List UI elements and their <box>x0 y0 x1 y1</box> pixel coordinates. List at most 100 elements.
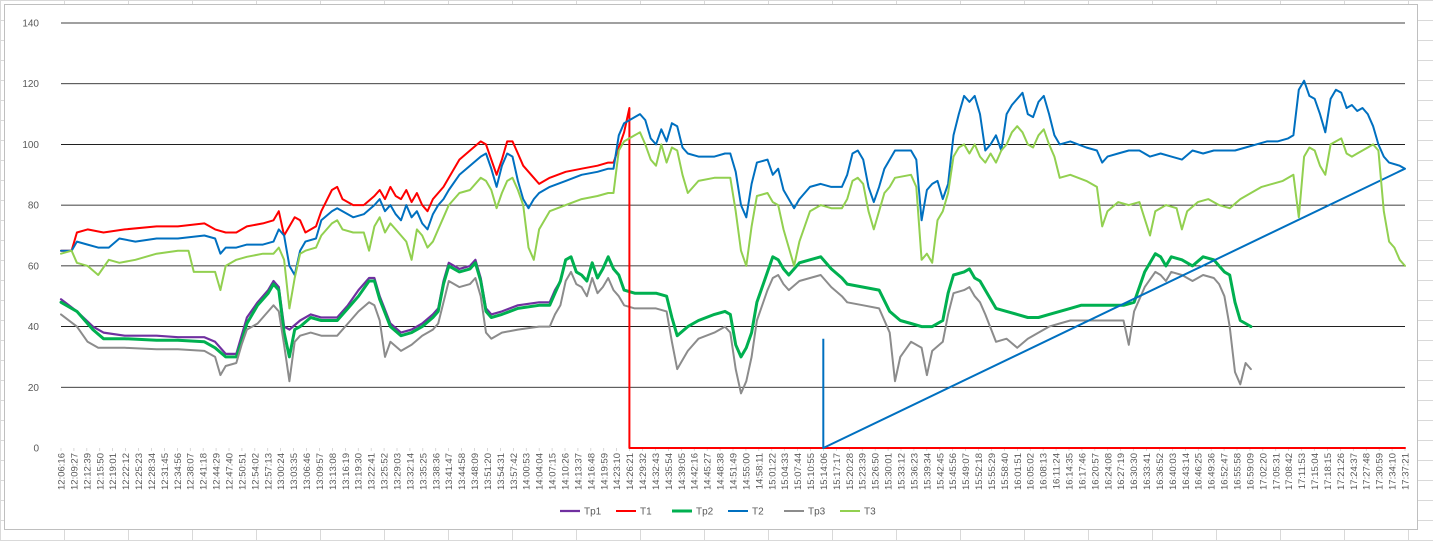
series-line-t1 <box>60 107 1406 449</box>
x-tick-label: 13:19:30 <box>354 453 365 490</box>
x-tick-label: 14:29:32 <box>638 453 649 490</box>
x-tick-label: 17:24:37 <box>1349 453 1360 490</box>
x-tick-label: 17:34:10 <box>1388 453 1399 490</box>
series-line-tp3 <box>60 270 1252 395</box>
x-tick-label: 17:21:26 <box>1336 453 1347 490</box>
x-tick-label: 16:33:41 <box>1142 453 1153 490</box>
chart-area[interactable]: 0 20 40 60 80 100 120 140 12:06:16 12:09:27 12:12… <box>4 4 1418 530</box>
y-tick-label: 60 <box>28 261 40 272</box>
y-tick-label: 140 <box>22 19 39 30</box>
x-tick-label: 12:44:29 <box>212 453 223 490</box>
x-tick-label: 14:23:10 <box>612 453 623 490</box>
legend-label-t1[interactable]: T1 <box>640 507 652 518</box>
x-tick-label: 16:55:58 <box>1233 453 1244 490</box>
x-tick-label: 14:04:04 <box>535 453 546 490</box>
x-tick-label: 12:50:51 <box>237 453 248 490</box>
x-tick-label: 15:17:17 <box>832 453 843 490</box>
x-tick-label: 15:36:23 <box>909 453 920 490</box>
y-tick-label: 20 <box>28 383 40 394</box>
x-tick-label: 17:37:21 <box>1401 453 1412 490</box>
x-tick-label: 14:19:59 <box>599 453 610 490</box>
x-tick-label: 16:36:52 <box>1155 453 1166 490</box>
x-tick-label: 12:57:13 <box>263 453 274 490</box>
x-tick-label: 13:29:03 <box>393 453 404 490</box>
x-tick-label: 13:57:42 <box>509 453 520 490</box>
x-tick-label: 13:35:25 <box>418 453 429 490</box>
x-tick-label: 15:26:50 <box>871 453 882 490</box>
x-tick-label: 14:55:00 <box>741 453 752 490</box>
x-tick-label: 14:32:43 <box>651 453 662 490</box>
x-tick-label: 13:25:52 <box>380 453 391 490</box>
x-tick-label: 14:42:16 <box>690 453 701 490</box>
y-axis-ticks: 0 20 40 60 80 100 120 140 <box>22 19 39 455</box>
x-tick-label: 12:54:02 <box>250 453 261 490</box>
x-tick-label: 15:07:44 <box>793 453 804 490</box>
x-tick-label: 14:51:49 <box>729 453 740 490</box>
legend-label-t2[interactable]: T2 <box>752 507 764 518</box>
x-tick-label: 14:45:27 <box>703 453 714 490</box>
x-tick-label: 14:10:26 <box>561 453 572 490</box>
x-tick-label: 17:15:04 <box>1310 453 1321 490</box>
x-tick-label: 12:41:18 <box>199 453 210 490</box>
x-tick-label: 15:33:12 <box>897 453 908 490</box>
x-tick-label: 16:40:03 <box>1168 453 1179 490</box>
legend-label-t3[interactable]: T3 <box>864 507 876 518</box>
x-tick-label: 13:00:24 <box>276 453 287 490</box>
legend: Tp1 T1 Tp2 T2 Tp3 T3 <box>560 507 876 518</box>
x-tick-label: 12:31:45 <box>160 453 171 490</box>
x-tick-label: 14:13:37 <box>573 453 584 490</box>
x-tick-label: 12:38:07 <box>186 453 197 490</box>
x-tick-label: 17:27:48 <box>1362 453 1373 490</box>
x-tick-label: 13:48:09 <box>470 453 481 490</box>
x-tick-label: 15:45:56 <box>948 453 959 490</box>
x-tick-label: 13:44:58 <box>457 453 468 490</box>
x-tick-label: 14:39:05 <box>677 453 688 490</box>
x-tick-label: 15:14:06 <box>819 453 830 490</box>
legend-label-tp1[interactable]: Tp1 <box>584 507 602 518</box>
y-tick-label: 100 <box>22 140 39 151</box>
x-tick-label: 15:42:45 <box>935 453 946 490</box>
x-tick-label: 13:41:47 <box>444 453 455 490</box>
x-tick-label: 12:12:39 <box>82 453 93 490</box>
x-tick-label: 14:00:53 <box>522 453 533 490</box>
x-tick-label: 15:55:29 <box>987 453 998 490</box>
x-tick-label: 15:30:01 <box>884 453 895 490</box>
y-tick-label: 0 <box>33 444 39 455</box>
x-tick-label: 12:15:50 <box>95 453 106 490</box>
x-tick-label: 17:05:31 <box>1271 453 1282 490</box>
x-tick-label: 12:25:23 <box>134 453 145 490</box>
x-tick-label: 17:11:53 <box>1297 453 1308 489</box>
x-tick-label: 14:48:38 <box>716 453 727 490</box>
x-tick-label: 12:34:56 <box>173 453 184 490</box>
legend-label-tp3[interactable]: Tp3 <box>808 507 826 518</box>
x-tick-label: 14:58:11 <box>754 453 765 489</box>
x-tick-label: 15:52:18 <box>974 453 985 490</box>
x-tick-label: 15:39:34 <box>922 453 933 490</box>
y-tick-label: 120 <box>22 79 39 90</box>
x-tick-label: 13:22:41 <box>367 453 378 490</box>
y-tick-label: 40 <box>28 322 40 333</box>
x-tick-label: 16:46:25 <box>1194 453 1205 490</box>
x-tick-label: 15:04:33 <box>780 453 791 490</box>
x-tick-label: 16:11:24 <box>1052 453 1063 489</box>
x-tick-label: 16:43:14 <box>1181 453 1192 490</box>
x-tick-label: 15:23:39 <box>858 453 869 490</box>
series-line-t2 <box>60 79 1406 449</box>
x-tick-label: 13:51:20 <box>483 453 494 490</box>
x-tick-label: 13:54:31 <box>496 453 507 490</box>
x-tick-label: 16:52:47 <box>1220 453 1231 490</box>
x-tick-label: 12:47:40 <box>225 453 236 490</box>
x-tick-label: 13:03:35 <box>289 453 300 490</box>
line-chart: 0 20 40 60 80 100 120 140 12:06:16 12:09:27 12:12… <box>22 19 1412 518</box>
x-tick-label: 16:49:36 <box>1207 453 1218 490</box>
x-tick-label: 16:59:09 <box>1245 453 1256 490</box>
x-tick-label: 17:18:15 <box>1323 453 1334 490</box>
x-tick-label: 13:16:19 <box>341 453 352 490</box>
x-tick-label: 17:08:42 <box>1284 453 1295 490</box>
x-tick-label: 16:20:57 <box>1090 453 1101 490</box>
x-tick-label: 15:49:07 <box>961 453 972 490</box>
x-axis-ticks: 12:06:16 12:09:27 12:12:39 12:15:50 12:19:01… <box>57 448 1412 490</box>
x-tick-label: 16:14:35 <box>1065 453 1076 490</box>
legend-label-tp2[interactable]: Tp2 <box>696 507 714 518</box>
x-tick-label: 12:06:16 <box>57 453 68 490</box>
